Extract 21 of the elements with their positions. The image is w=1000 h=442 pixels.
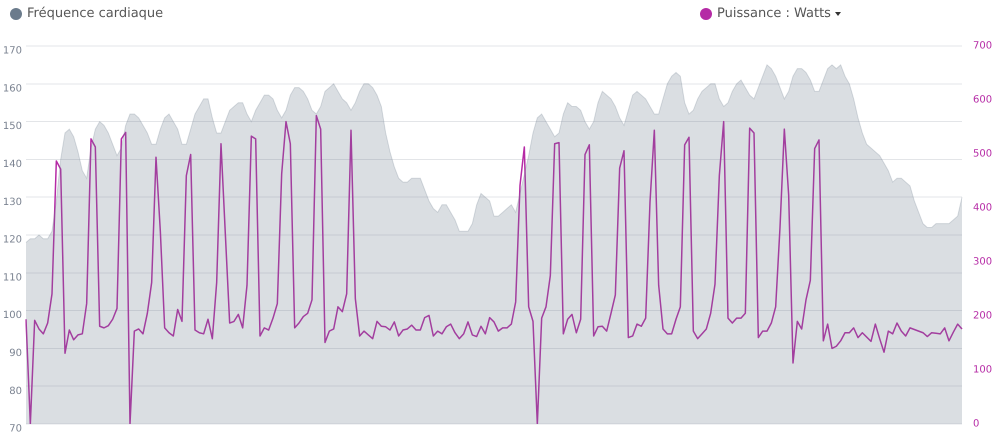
y2-tick-label: 200 [973,310,992,322]
y2-tick-label: 300 [973,256,992,268]
y2-tick-label: 600 [973,94,992,106]
legend-label: Puissance : Watts [717,6,831,21]
y-tick-label: 170 [2,46,22,57]
y-tick-label: 120 [2,234,22,246]
y-tick-label: 70 [9,424,22,435]
y2-tick-label: 0 [973,418,980,430]
legend-label: Fréquence cardiaque [27,6,164,21]
y2-tick-label: 500 [973,148,992,160]
y-tick-label: 140 [2,158,22,170]
y-tick-label: 90 [9,348,22,359]
y2-tick-label: 700 [973,40,992,52]
y-tick-label: 100 [2,310,22,322]
y2-tick-label: 100 [973,364,992,376]
y-tick-label: 80 [9,386,22,397]
y2-tick-label: 400 [973,202,992,214]
y-tick-label: 150 [2,121,22,132]
y-tick-label: 130 [2,196,22,208]
y-tick-label: 110 [2,272,22,284]
y-tick-label: 160 [2,83,22,94]
